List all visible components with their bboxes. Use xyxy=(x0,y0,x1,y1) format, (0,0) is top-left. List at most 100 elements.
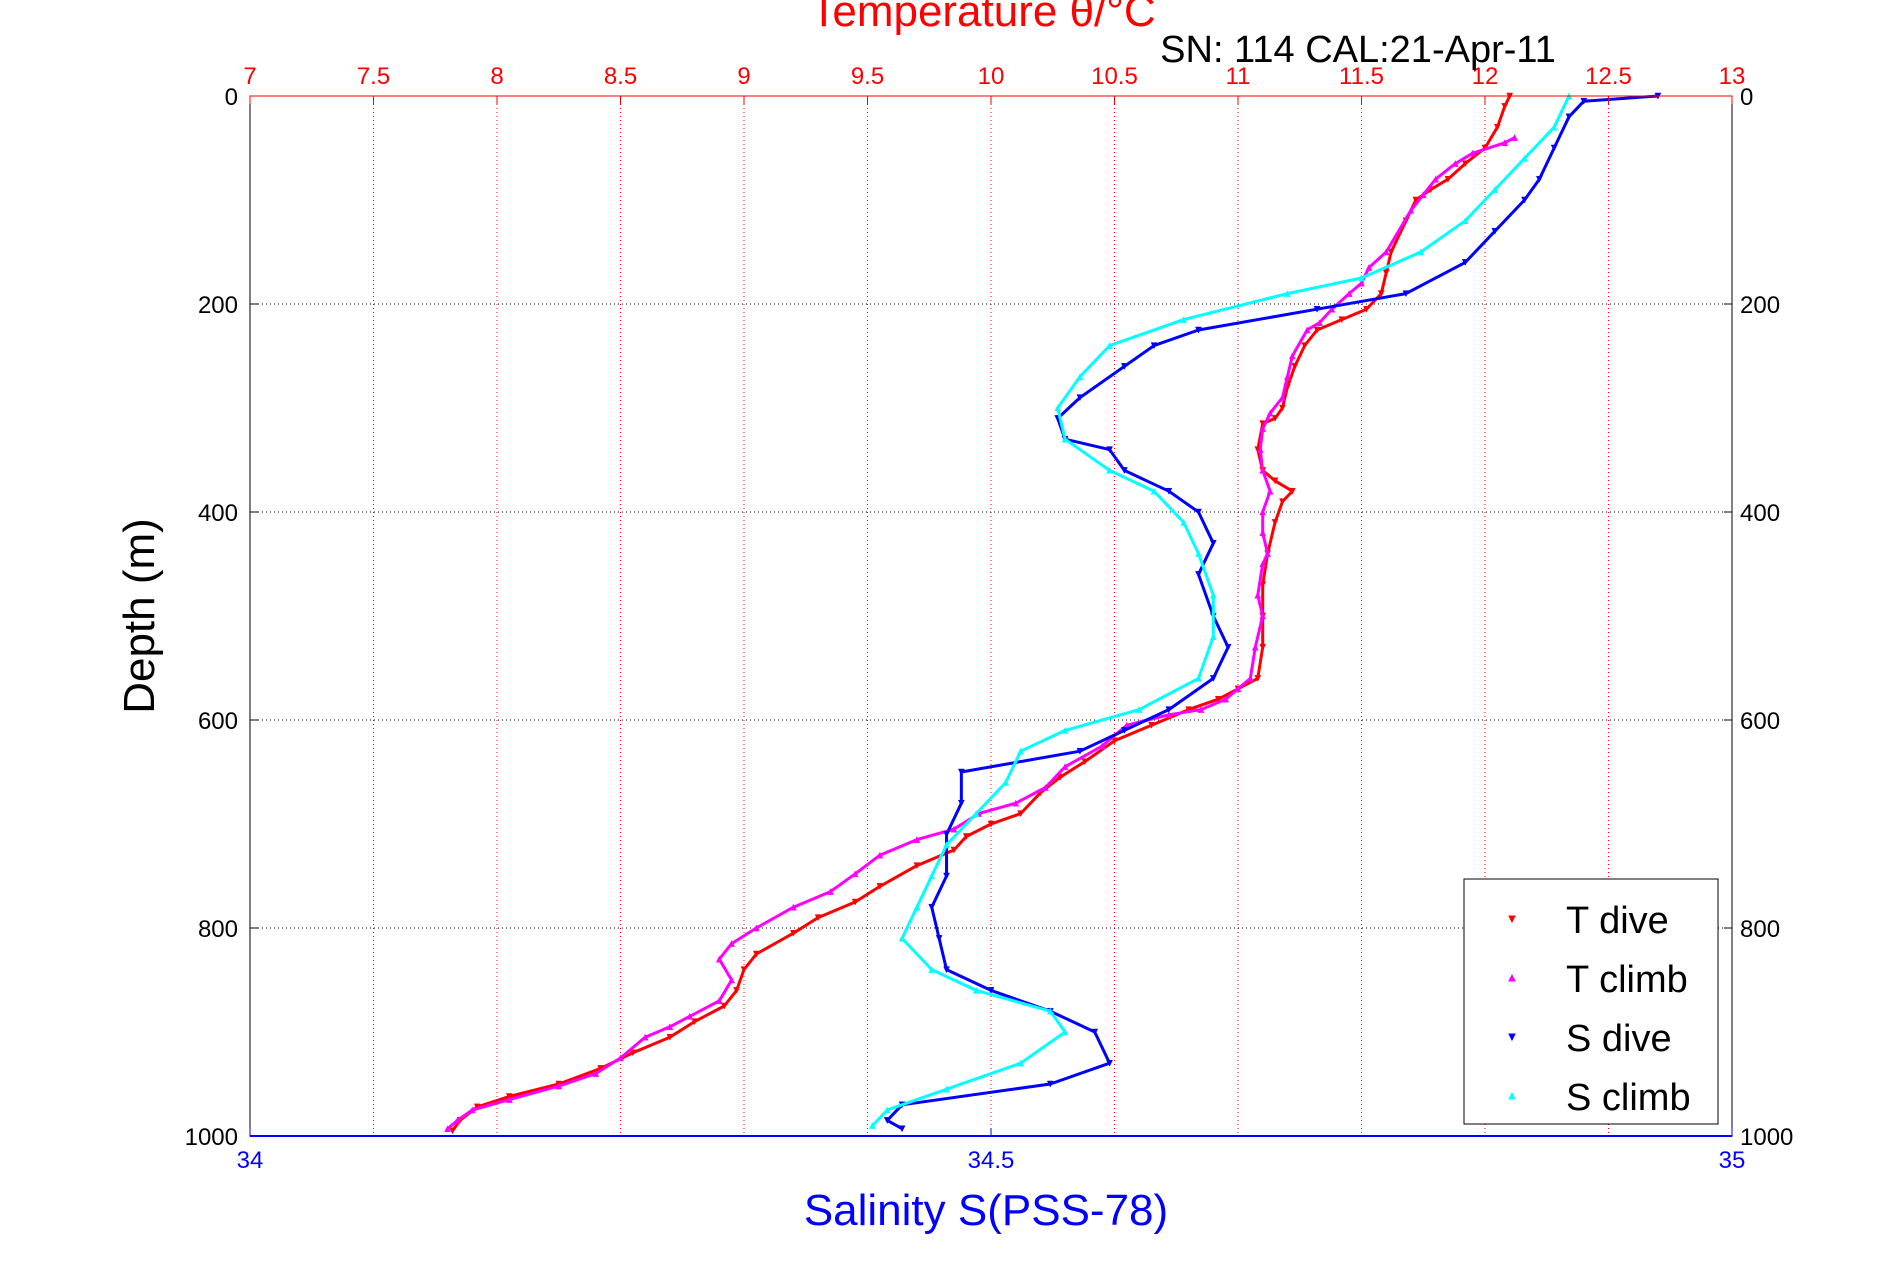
data-point xyxy=(950,846,958,854)
legend-marker xyxy=(1508,1091,1516,1100)
data-point xyxy=(987,987,995,994)
data-point xyxy=(943,841,950,849)
data-point xyxy=(1041,784,1049,791)
data-point xyxy=(1165,487,1173,495)
data-point xyxy=(1271,519,1279,526)
data-point xyxy=(1150,342,1158,350)
data-point xyxy=(1271,477,1279,485)
data-point xyxy=(1259,508,1267,516)
y-axis-label: Depth (m) xyxy=(115,518,164,714)
data-point xyxy=(1491,186,1499,193)
data-point xyxy=(943,831,950,838)
data-point xyxy=(1259,612,1267,620)
legend-marker xyxy=(1508,973,1516,982)
data-point xyxy=(1209,633,1217,641)
data-point xyxy=(1256,446,1264,453)
data-point xyxy=(1120,467,1128,474)
temperature-tick-label: 9 xyxy=(737,63,750,90)
data-point xyxy=(1195,508,1202,516)
data-point xyxy=(1469,149,1477,157)
data-point xyxy=(1266,487,1274,495)
series-s-dive xyxy=(883,92,1662,1133)
data-point xyxy=(1264,550,1272,557)
temperature-tick-label: 11 xyxy=(1226,63,1251,90)
data-point xyxy=(1382,269,1390,277)
data-point xyxy=(1419,191,1427,199)
data-point xyxy=(1493,123,1501,131)
temperature-tick-label: 13 xyxy=(1719,63,1746,90)
data-point xyxy=(1444,175,1452,183)
data-point xyxy=(1259,581,1267,589)
data-point xyxy=(1279,394,1286,401)
data-point xyxy=(1565,113,1573,121)
data-point xyxy=(957,768,965,776)
temperature-tick-label: 12.5 xyxy=(1585,63,1632,90)
data-point xyxy=(1120,727,1128,734)
data-point xyxy=(928,872,936,880)
data-point xyxy=(1046,1007,1054,1015)
data-point xyxy=(1461,160,1469,168)
data-point xyxy=(1209,675,1217,682)
data-point xyxy=(883,1106,891,1114)
depth-tick-label-right: 0 xyxy=(1740,84,1753,111)
data-point xyxy=(987,820,995,828)
data-point xyxy=(1521,154,1528,162)
data-point xyxy=(1271,415,1279,422)
data-point xyxy=(691,1018,699,1026)
data-point xyxy=(1002,778,1010,786)
data-point xyxy=(1165,711,1173,719)
data-point xyxy=(1382,248,1390,256)
data-point xyxy=(1407,206,1415,214)
data-point xyxy=(972,810,980,817)
data-point xyxy=(1195,571,1202,578)
data-point xyxy=(1180,316,1188,323)
data-point xyxy=(1259,560,1267,568)
data-point xyxy=(1521,196,1528,204)
temperature-tick-label: 8 xyxy=(490,63,503,90)
data-point xyxy=(1291,363,1299,370)
depth-tick-label-left: 200 xyxy=(198,292,238,319)
temperature-tick-label: 12 xyxy=(1472,63,1499,90)
data-point xyxy=(454,1116,461,1124)
data-point xyxy=(1259,466,1267,474)
data-point xyxy=(928,903,936,911)
data-point xyxy=(1279,498,1286,506)
data-point xyxy=(1303,326,1311,334)
data-point xyxy=(1283,373,1291,381)
data-point xyxy=(913,836,921,843)
data-point xyxy=(1246,674,1254,682)
data-point xyxy=(1461,217,1469,225)
data-point xyxy=(869,1122,876,1129)
data-point xyxy=(1185,706,1193,714)
legend-box xyxy=(1463,878,1719,1125)
data-point xyxy=(1432,175,1440,183)
data-point xyxy=(1081,758,1089,766)
data-point xyxy=(1012,799,1020,807)
data-point xyxy=(1017,810,1025,818)
data-point xyxy=(1301,342,1309,350)
temperature-tick-label: 7 xyxy=(243,63,256,90)
data-point xyxy=(752,950,760,958)
data-point xyxy=(505,1096,513,1103)
series-line xyxy=(451,95,1512,1132)
data-point xyxy=(1313,305,1321,313)
data-point xyxy=(913,862,921,870)
data-point xyxy=(740,966,748,974)
depth-tick-label-right: 800 xyxy=(1740,916,1780,943)
data-point xyxy=(720,1002,728,1010)
chart-subtitle: SN: 114 CAL:21-Apr-11 xyxy=(1160,29,1556,71)
data-point xyxy=(972,986,980,994)
data-point xyxy=(957,799,965,807)
legend-label: T climb xyxy=(1566,959,1688,1001)
data-point xyxy=(1017,1059,1025,1067)
depth-tick-label-left: 400 xyxy=(198,500,238,527)
data-point xyxy=(943,1085,950,1093)
data-point xyxy=(728,976,736,984)
data-point xyxy=(1254,675,1262,682)
plot-data xyxy=(444,92,1662,1135)
data-point xyxy=(1288,352,1296,360)
data-point xyxy=(1061,726,1069,734)
data-point xyxy=(1365,264,1373,271)
